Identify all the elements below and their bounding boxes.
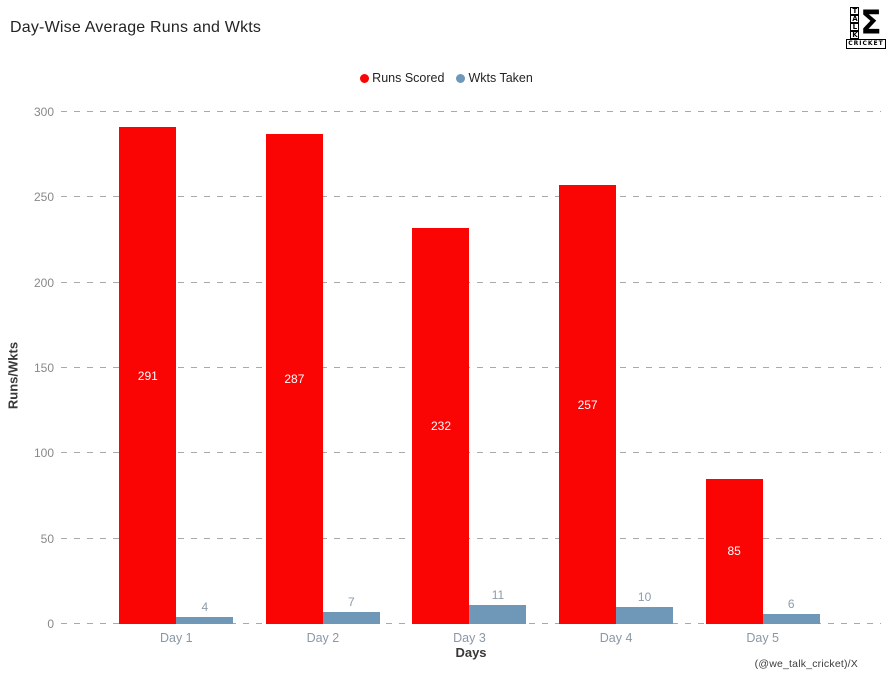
legend-label: Runs Scored	[372, 71, 445, 85]
logo-vertical-text: T A L K	[850, 7, 860, 39]
bar-value-label: 10	[637, 589, 652, 604]
bar-slot: 11	[469, 112, 527, 624]
x-category-label: Day 5	[746, 631, 779, 645]
legend-dot-icon	[360, 73, 370, 83]
bars-row: 291 4 Day 1 287 7 Day 2 232 11 Day 3 257 10 Day 4 85…	[103, 112, 836, 645]
bar-slot: 7	[322, 112, 380, 624]
bar-value-label: 4	[201, 600, 209, 615]
logo-top: T A L K Σ	[850, 4, 882, 42]
category-group-2: 287 7 Day 2	[250, 112, 397, 645]
y-tick-label: 250	[33, 190, 54, 205]
wkts-taken-bar-4[interactable]	[616, 606, 674, 624]
bar-value-label: 7	[348, 595, 355, 610]
gridline	[61, 367, 881, 368]
category-group-1: 291 4 Day 1	[103, 112, 250, 645]
y-tick-label: 150	[33, 361, 54, 375]
category-group-5: 85 6 Day 5	[689, 112, 836, 645]
bar-pair: 257 10	[559, 112, 674, 624]
logo-sigma-icon: Σ	[860, 4, 882, 42]
logo-letter: K	[850, 31, 860, 39]
bar-value-label: 6	[787, 596, 795, 611]
x-category-label: Day 2	[306, 631, 340, 645]
wkts-taken-bar-1[interactable]	[176, 617, 234, 624]
legend-label: Wkts Taken	[468, 71, 533, 85]
x-category-label: Day 4	[599, 631, 633, 645]
wkts-taken-bar-2[interactable]	[322, 612, 380, 624]
bar-value-label: 11	[491, 588, 505, 603]
y-axis-ticks: 0 50 100 150 200 250 300	[0, 105, 54, 631]
legend-item-runs-scored[interactable]: Runs Scored	[360, 71, 444, 85]
logo-letter: T	[850, 7, 860, 15]
wkts-taken-bar-5[interactable]	[762, 613, 820, 624]
bar-pair: 291 4	[119, 112, 234, 624]
runs-scored-bar-1[interactable]: 291	[119, 127, 177, 624]
chart-title: Day-Wise Average Runs and Wkts	[10, 19, 262, 36]
bar-value-label: 85	[727, 544, 741, 559]
bar-value-label: 232	[430, 419, 451, 434]
category-group-4: 257 10 Day 4	[543, 112, 690, 645]
bar-slot: 257	[559, 112, 617, 624]
plot-area: 291 4 Day 1 287 7 Day 2 232 11 Day 3 257 10 Day 4 85…	[61, 111, 881, 645]
bar-value-label: 257	[577, 397, 598, 412]
y-tick-label: 50	[40, 531, 54, 546]
wkts-taken-bar-3[interactable]	[469, 605, 527, 624]
bar-slot: 291	[119, 112, 177, 624]
gridline	[61, 452, 881, 454]
category-group-3: 232 11 Day 3	[396, 112, 543, 645]
x-category-label: Day 3	[453, 631, 486, 645]
gridline	[61, 537, 881, 539]
x-axis-title: Days	[455, 645, 487, 660]
bar-pair: 232 11	[412, 112, 527, 624]
credit-text: (@we_talk_cricket)/X	[754, 658, 858, 670]
legend-dot-icon	[456, 73, 466, 83]
runs-scored-bar-5[interactable]: 85	[705, 478, 763, 624]
logo-letter: L	[850, 23, 860, 31]
bar-slot: 85	[705, 112, 763, 624]
legend-item-wkts-taken[interactable]: Wkts Taken	[456, 71, 533, 85]
y-tick-label: 100	[33, 446, 54, 461]
runs-scored-bar-4[interactable]: 257	[559, 185, 617, 624]
gridline	[61, 111, 881, 112]
y-tick-label: 0	[47, 617, 54, 631]
bar-value-label: 287	[284, 372, 305, 387]
runs-scored-bar-3[interactable]: 232	[412, 228, 470, 624]
talk-cricket-logo-icon: T A L K Σ CRICKET	[845, 4, 887, 49]
bar-pair: 85 6	[705, 112, 820, 624]
gridline	[61, 196, 881, 198]
bar-value-label: 291	[137, 368, 158, 383]
bar-slot: 6	[762, 112, 820, 624]
logo-letter: A	[850, 15, 860, 23]
bar-slot: 10	[616, 112, 674, 624]
bar-slot: 287	[265, 112, 323, 624]
x-category-label: Day 1	[159, 631, 193, 645]
logo-cricket-text: CRICKET	[846, 39, 886, 49]
gridline	[61, 281, 881, 283]
bar-slot: 232	[412, 112, 470, 624]
y-tick-label: 300	[33, 105, 54, 119]
bar-slot: 4	[176, 112, 234, 624]
bar-pair: 287 7	[265, 112, 380, 624]
runs-scored-bar-2[interactable]: 287	[265, 134, 323, 624]
y-tick-label: 200	[33, 275, 54, 290]
legend: Runs Scored Wkts Taken	[0, 71, 893, 85]
